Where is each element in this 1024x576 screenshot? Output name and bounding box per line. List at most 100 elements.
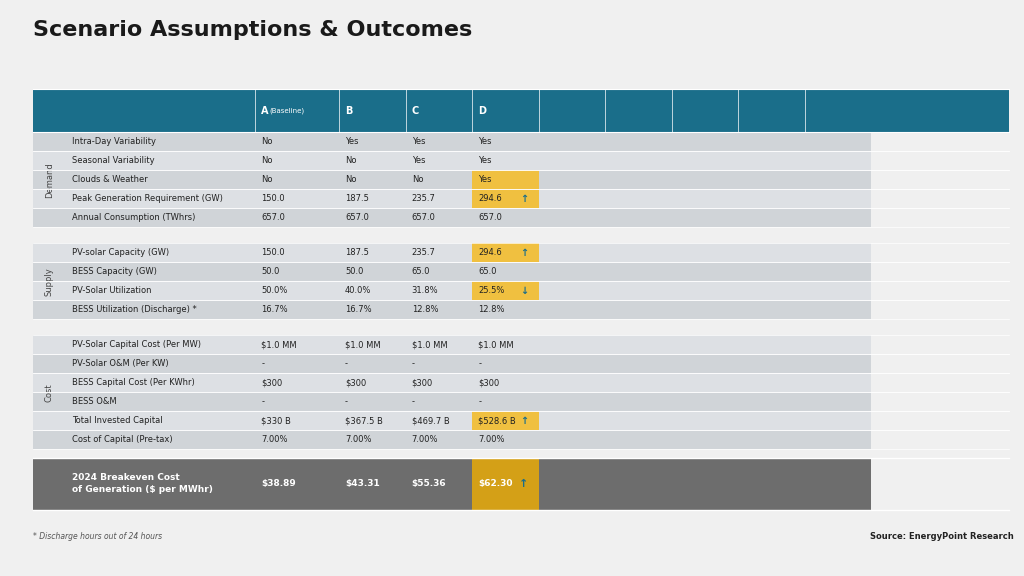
Bar xyxy=(33,209,66,228)
Text: -: - xyxy=(478,397,481,406)
Bar xyxy=(33,282,66,300)
Bar xyxy=(805,373,871,392)
Bar xyxy=(33,151,66,170)
Text: -: - xyxy=(412,359,415,369)
Text: ↑: ↑ xyxy=(520,416,528,426)
Text: Cost: Cost xyxy=(45,383,53,401)
Bar xyxy=(605,300,672,319)
Text: A: A xyxy=(261,106,268,116)
Bar xyxy=(539,190,605,209)
Text: 187.5: 187.5 xyxy=(345,194,369,203)
Bar xyxy=(672,373,738,392)
Bar xyxy=(339,190,406,209)
Text: Supply: Supply xyxy=(45,267,53,295)
Bar xyxy=(805,392,871,411)
Text: Seasonal Variability: Seasonal Variability xyxy=(72,157,155,165)
Bar xyxy=(539,354,605,373)
Bar xyxy=(406,244,472,263)
Bar xyxy=(738,263,805,282)
Bar xyxy=(539,458,605,510)
Bar xyxy=(339,151,406,170)
Bar xyxy=(738,190,805,209)
Bar xyxy=(472,373,539,392)
Text: $1.0 MM: $1.0 MM xyxy=(345,340,381,350)
Text: $300: $300 xyxy=(412,378,433,388)
Bar xyxy=(539,132,605,151)
Bar xyxy=(406,170,472,190)
Text: $300: $300 xyxy=(261,378,283,388)
Bar xyxy=(472,132,539,151)
Text: 657.0: 657.0 xyxy=(345,213,369,222)
Text: $1.0 MM: $1.0 MM xyxy=(478,340,514,350)
Bar xyxy=(539,282,605,300)
Bar xyxy=(539,335,605,354)
Bar xyxy=(472,151,539,170)
Bar xyxy=(339,354,406,373)
Bar xyxy=(472,209,539,228)
Text: -: - xyxy=(478,359,481,369)
Bar xyxy=(605,430,672,449)
Bar xyxy=(672,244,738,263)
Text: -: - xyxy=(261,397,264,406)
Text: $62.30: $62.30 xyxy=(478,479,513,488)
Bar xyxy=(472,282,539,300)
Bar xyxy=(605,132,672,151)
Text: 50.0: 50.0 xyxy=(261,267,280,276)
Bar xyxy=(738,354,805,373)
Bar xyxy=(255,430,339,449)
Text: BESS O&M: BESS O&M xyxy=(72,397,117,406)
Text: No: No xyxy=(412,176,423,184)
Text: Yes: Yes xyxy=(345,138,358,146)
Bar xyxy=(33,430,66,449)
Bar xyxy=(33,132,66,151)
Text: Demand: Demand xyxy=(45,162,53,198)
Bar xyxy=(406,132,472,151)
Text: 50.0%: 50.0% xyxy=(261,286,288,295)
Bar xyxy=(406,354,472,373)
Text: Yes: Yes xyxy=(412,138,425,146)
Text: No: No xyxy=(345,176,356,184)
Bar xyxy=(66,170,255,190)
Bar xyxy=(339,300,406,319)
Bar xyxy=(472,354,539,373)
Text: 187.5: 187.5 xyxy=(345,248,369,257)
Bar xyxy=(472,263,539,282)
Bar xyxy=(66,132,255,151)
Bar xyxy=(255,392,339,411)
Bar xyxy=(33,354,66,373)
Bar xyxy=(66,244,255,263)
Text: No: No xyxy=(261,157,272,165)
Bar xyxy=(738,458,805,510)
Bar xyxy=(605,335,672,354)
Text: C: C xyxy=(412,106,419,116)
Bar xyxy=(805,263,871,282)
Bar xyxy=(66,151,255,170)
Bar xyxy=(255,411,339,430)
Bar xyxy=(472,244,539,263)
Bar xyxy=(672,263,738,282)
Bar xyxy=(33,170,66,190)
Text: Source: EnergyPoint Research: Source: EnergyPoint Research xyxy=(870,532,1014,541)
Bar xyxy=(255,190,339,209)
Text: $330 B: $330 B xyxy=(261,416,291,425)
Bar xyxy=(255,244,339,263)
Text: $469.7 B: $469.7 B xyxy=(412,416,450,425)
Bar xyxy=(33,244,66,263)
Bar xyxy=(605,209,672,228)
Text: ↓: ↓ xyxy=(520,286,528,296)
Bar xyxy=(539,373,605,392)
Text: Yes: Yes xyxy=(478,138,492,146)
Bar xyxy=(738,373,805,392)
Bar xyxy=(255,282,339,300)
Text: 7.00%: 7.00% xyxy=(412,435,438,444)
Bar xyxy=(738,244,805,263)
Bar xyxy=(339,282,406,300)
Bar xyxy=(339,132,406,151)
Bar xyxy=(339,392,406,411)
Text: BESS Utilization (Discharge) *: BESS Utilization (Discharge) * xyxy=(72,305,197,314)
Bar xyxy=(66,411,255,430)
Bar xyxy=(805,458,871,510)
Bar xyxy=(255,263,339,282)
Bar xyxy=(406,263,472,282)
Text: -: - xyxy=(412,397,415,406)
